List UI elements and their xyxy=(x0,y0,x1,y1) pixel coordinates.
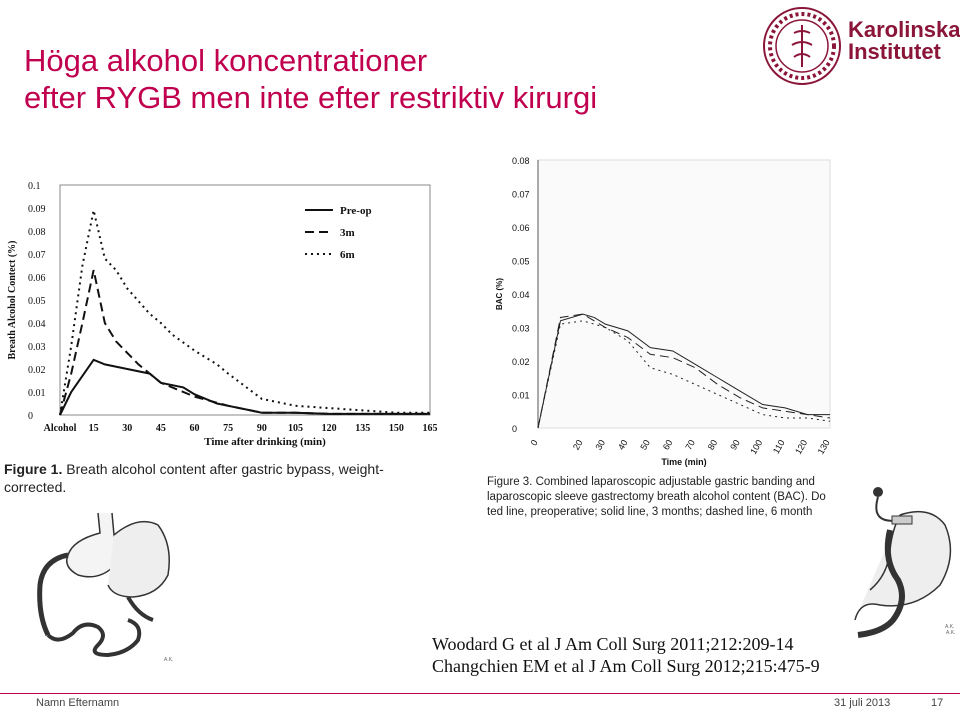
legend-label: 3m xyxy=(340,227,355,239)
y-tick-label: 0.08 xyxy=(28,227,46,238)
y-tick-label: 0.07 xyxy=(28,250,46,261)
y-tick-label: 0.03 xyxy=(512,324,530,334)
x-tick-label: 75 xyxy=(223,423,233,434)
x-tick-label: 45 xyxy=(156,423,166,434)
y-tick-label: 0.06 xyxy=(28,273,46,284)
x-tick-label: 15 xyxy=(89,423,99,434)
x-axis-label: Time (min) xyxy=(661,457,706,467)
series-line-dashed xyxy=(537,313,831,429)
y-tick-label: 0.07 xyxy=(512,190,530,200)
drawing-mark-1: A.K. xyxy=(164,657,173,663)
legend-label: 6m xyxy=(340,249,355,261)
y-tick-label: 0.09 xyxy=(28,204,46,215)
y-tick-label: 0.06 xyxy=(512,223,530,233)
y-tick-label: 0 xyxy=(28,411,33,422)
y-axis-label: BAC (%) xyxy=(495,278,504,310)
x-tick-label: 0 xyxy=(529,438,540,447)
seal-icon xyxy=(763,7,841,85)
gastric-band-illustration: A.K. xyxy=(854,487,954,630)
series-line-solid xyxy=(537,313,830,429)
x-tick-label: 60 xyxy=(661,438,675,452)
chart-figure-3: 0 0.01 0.02 0.03 0.04 0.05 0.06 0.07 0.08 0 20 30 40… xyxy=(495,156,832,467)
x-tick-label: 150 xyxy=(389,423,404,434)
logo-wordmark-line-1: Karolinska xyxy=(848,17,960,42)
figure-1-caption: Figure 1. Breath alcohol content after g… xyxy=(4,460,444,496)
x-tick-label: 70 xyxy=(683,438,697,452)
y-tick-label: 0.03 xyxy=(28,342,46,353)
x-tick-label: 80 xyxy=(706,438,720,452)
drawing-mark-2: A.K. xyxy=(945,624,954,630)
y-tick-label: 0.04 xyxy=(28,319,46,330)
figure-3-caption: Figure 3. Combined laparoscopic adjustab… xyxy=(487,475,832,521)
figure-3-caption-line-2: laparoscopic sleeve gastrectomy breath a… xyxy=(487,491,826,503)
figure-3-caption-line-3: ted line, preoperative; solid line, 3 mo… xyxy=(487,506,813,518)
figure-1-caption-label: Figure 1. xyxy=(4,461,63,477)
footer-divider xyxy=(0,693,960,694)
y-tick-label: 0.02 xyxy=(512,357,530,367)
x-tick-label: 130 xyxy=(816,438,832,456)
x-tick-label: 90 xyxy=(728,438,742,452)
x-tick-label: 20 xyxy=(571,438,585,452)
y-tick-label: 0 xyxy=(512,424,517,434)
figure-3-caption-line-1: Figure 3. Combined laparoscopic adjustab… xyxy=(487,476,815,488)
x-tick-label: 90 xyxy=(257,423,267,434)
y-tick-label: 0.05 xyxy=(512,257,530,267)
x-tick-label: 135 xyxy=(355,423,370,434)
series-line-pre-op xyxy=(59,358,430,416)
gastric-bypass-illustration: A.K. xyxy=(37,512,173,663)
slide-title: Höga alkohol koncentrationer efter RYGB … xyxy=(24,42,597,116)
y-tick-label: 0.02 xyxy=(28,365,46,376)
sleeve-gastrectomy-illustration: A.K. xyxy=(857,529,955,638)
legend-box xyxy=(295,196,390,262)
y-tick-label: 0.01 xyxy=(512,391,530,401)
x-tick-label: 30 xyxy=(122,423,132,434)
y-tick-label: 0.05 xyxy=(28,296,46,307)
page-number: 17 xyxy=(931,697,944,709)
title-line-1: Höga alkohol koncentrationer xyxy=(24,43,428,78)
y-tick-label: 0.1 xyxy=(28,181,41,192)
x-tick-label: 105 xyxy=(288,423,303,434)
y-axis-label: Breath Alcohol Contect (%) xyxy=(7,241,18,360)
footer-date: 31 juli 2013 xyxy=(834,697,891,709)
x-tick-label: 165 xyxy=(423,423,438,434)
chart-figure-1: 0 0.01 0.02 0.03 0.04 0.05 0.06 0.07 0.08 0.09 0.1… xyxy=(7,181,438,448)
x-tick-label: 30 xyxy=(593,438,607,452)
footer-author: Namn Efternamn xyxy=(36,697,120,709)
karolinska-logo: Karolinska Institutet xyxy=(760,5,960,87)
x-axis-label: Time after drinking (min) xyxy=(204,436,326,448)
x-tick-label: 40 xyxy=(616,438,630,452)
reference-1: Woodard G et al J Am Coll Surg 2011;212:… xyxy=(432,634,794,654)
x-tick-label: Alcohol xyxy=(44,423,77,434)
y-tick-label: 0.08 xyxy=(512,156,530,166)
reference-2: Changchien EM et al J Am Coll Surg 2012;… xyxy=(432,656,820,676)
title-line-2: efter RYGB men inte efter restriktiv kir… xyxy=(24,80,598,115)
y-tick-label: 0.01 xyxy=(28,388,46,399)
series-line-dotted xyxy=(537,320,831,429)
x-tick-label: 120 xyxy=(793,438,809,456)
x-tick-label: 120 xyxy=(322,423,337,434)
x-tick-label: 100 xyxy=(748,438,764,456)
references: Woodard G et al J Am Coll Surg 2011;212:… xyxy=(432,633,820,677)
logo-wordmark: Karolinska Institutet xyxy=(848,19,960,63)
figure-1-caption-text: Breath alcohol content after gastric byp… xyxy=(4,461,384,495)
logo-wordmark-line-2: Institutet xyxy=(848,39,941,64)
x-tick-label: 50 xyxy=(638,438,652,452)
plot-frame xyxy=(537,159,831,429)
drawing-mark-3: A.K. xyxy=(946,630,955,636)
legend-label: Pre-op xyxy=(340,205,372,217)
y-tick-label: 0.04 xyxy=(512,290,530,300)
x-tick-label: 60 xyxy=(190,423,200,434)
x-tick-label: 110 xyxy=(771,438,787,455)
